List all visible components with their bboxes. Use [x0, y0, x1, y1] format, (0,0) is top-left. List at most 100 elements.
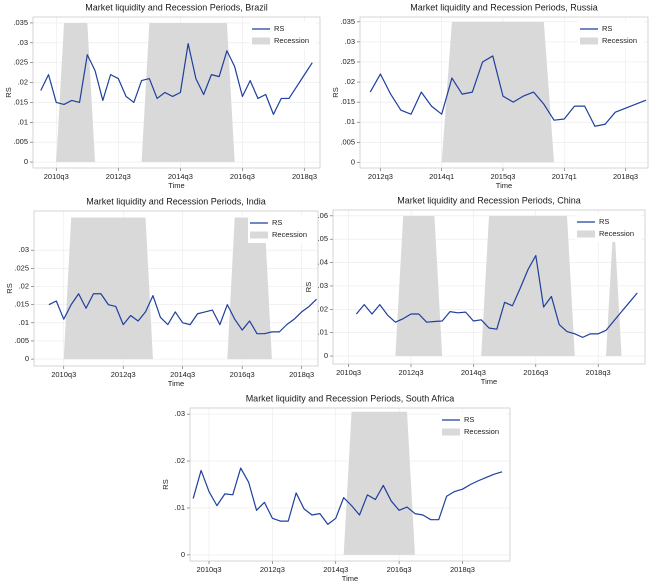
- legend-label: RS: [274, 24, 284, 33]
- chart-title: Market liquidity and Recession Periods, …: [410, 2, 598, 12]
- x-tick-label: 2016q3: [523, 368, 548, 377]
- x-axis-title: Time: [168, 181, 184, 190]
- chart-title: Market liquidity and Recession Periods, …: [397, 195, 581, 205]
- y-tick-label: .05: [318, 234, 328, 243]
- y-axis-title: RS: [5, 283, 14, 293]
- y-tick-label: .035: [13, 18, 28, 27]
- y-tick-label: .06: [318, 211, 328, 220]
- y-tick-label: .025: [340, 57, 355, 66]
- y-tick-label: 0: [24, 157, 28, 166]
- legend-label: Recession: [599, 229, 634, 238]
- x-tick-label: 2018q3: [289, 370, 314, 379]
- legend-label: RS: [464, 415, 474, 424]
- y-tick-label: .03: [175, 409, 185, 418]
- y-tick-label: .025: [13, 58, 28, 67]
- legend-label: Recession: [602, 36, 637, 45]
- y-tick-label: .01: [345, 117, 355, 126]
- x-axis-title: Time: [342, 574, 358, 583]
- plot-frame: [32, 16, 321, 169]
- x-tick-label: 2016q3: [230, 370, 255, 379]
- chart-title: Market liquidity and Recession Periods, …: [246, 393, 455, 403]
- y-tick-label: .005: [340, 137, 355, 146]
- y-axis-title: RS: [4, 87, 13, 97]
- x-tick-label: 2014q3: [461, 368, 486, 377]
- y-tick-label: .03: [345, 37, 355, 46]
- y-tick-label: .03: [318, 281, 328, 290]
- recession-area: [370, 21, 646, 163]
- x-tick-label: 2018q3: [586, 368, 611, 377]
- y-tick-label: .035: [340, 17, 355, 26]
- chart-title: Market liquidity and Recession Periods, …: [85, 2, 268, 12]
- x-tick-label: 2018q3: [613, 172, 638, 181]
- plot-frame: [332, 209, 646, 365]
- legend-label: RS: [599, 217, 609, 226]
- y-tick-label: 0: [324, 351, 328, 360]
- legend-label: Recession: [272, 230, 307, 239]
- legend-label: Recession: [464, 427, 499, 436]
- y-axis-title: RS: [304, 282, 313, 292]
- y-tick-label: .01: [175, 503, 185, 512]
- chart-title: Market liquidity and Recession Periods, …: [86, 196, 266, 206]
- y-tick-label: .005: [14, 336, 29, 345]
- x-tick-label: 2014q3: [170, 370, 195, 379]
- recession-area: [40, 22, 313, 163]
- y-tick-label: .015: [14, 300, 29, 309]
- y-tick-label: .02: [175, 456, 185, 465]
- y-tick-label: .03: [19, 245, 29, 254]
- y-tick-label: .01: [19, 318, 29, 327]
- x-tick-label: 2010q3: [196, 565, 221, 574]
- legend-label: RS: [602, 24, 612, 33]
- legend-label: RS: [272, 218, 282, 227]
- x-tick-label: 2018q3: [450, 565, 475, 574]
- x-tick-label: 2014q1: [429, 172, 454, 181]
- x-tick-label: 2016q3: [387, 565, 412, 574]
- y-tick-label: .02: [345, 77, 355, 86]
- x-tick-label: 2014q3: [323, 565, 348, 574]
- y-tick-label: .02: [19, 281, 29, 290]
- rs-line: [192, 467, 503, 525]
- y-tick-label: .015: [13, 97, 28, 106]
- y-tick-label: .04: [318, 258, 328, 267]
- rs-line: [369, 55, 647, 127]
- y-tick-label: .005: [13, 137, 28, 146]
- plot-frame: [359, 16, 649, 169]
- recession-area: [356, 215, 638, 357]
- y-tick-label: .02: [318, 304, 328, 313]
- x-axis-title: Time: [168, 379, 184, 388]
- x-axis-title: Time: [481, 377, 497, 386]
- rs-line: [40, 43, 313, 115]
- legend-label: Recession: [274, 36, 309, 45]
- y-axis-title: RS: [331, 87, 340, 97]
- y-tick-label: .01: [18, 117, 28, 126]
- y-tick-label: .02: [18, 78, 28, 87]
- x-tick-label: 2010q3: [336, 368, 361, 377]
- x-tick-label: 2018q3: [292, 172, 317, 181]
- x-tick-label: 2010q3: [51, 370, 76, 379]
- y-tick-label: .015: [340, 97, 355, 106]
- y-tick-label: .025: [14, 263, 29, 272]
- y-tick-label: 0: [181, 550, 185, 559]
- x-tick-label: 2014q3: [168, 172, 193, 181]
- plot-frame: [33, 210, 319, 367]
- x-tick-label: 2012q3: [398, 368, 423, 377]
- x-axis-title: Time: [496, 181, 512, 190]
- y-axis-title: RS: [161, 479, 170, 489]
- y-tick-label: .01: [318, 328, 328, 337]
- y-tick-label: 0: [25, 354, 29, 363]
- y-tick-label: 0: [351, 157, 355, 166]
- legend-swatch: [252, 37, 270, 45]
- rs-line: [355, 254, 638, 338]
- legend-swatch: [580, 37, 598, 45]
- x-tick-label: 2016q3: [230, 172, 255, 181]
- x-tick-label: 2015q3: [490, 172, 515, 181]
- legend-swatch: [250, 231, 268, 239]
- plot-frame: [189, 407, 511, 562]
- x-tick-label: 2012q3: [368, 172, 393, 181]
- rs-line: [48, 293, 317, 335]
- x-tick-label: 2017q1: [552, 172, 577, 181]
- y-tick-label: .03: [18, 38, 28, 47]
- x-tick-label: 2012q3: [106, 172, 131, 181]
- legend-swatch: [442, 428, 460, 436]
